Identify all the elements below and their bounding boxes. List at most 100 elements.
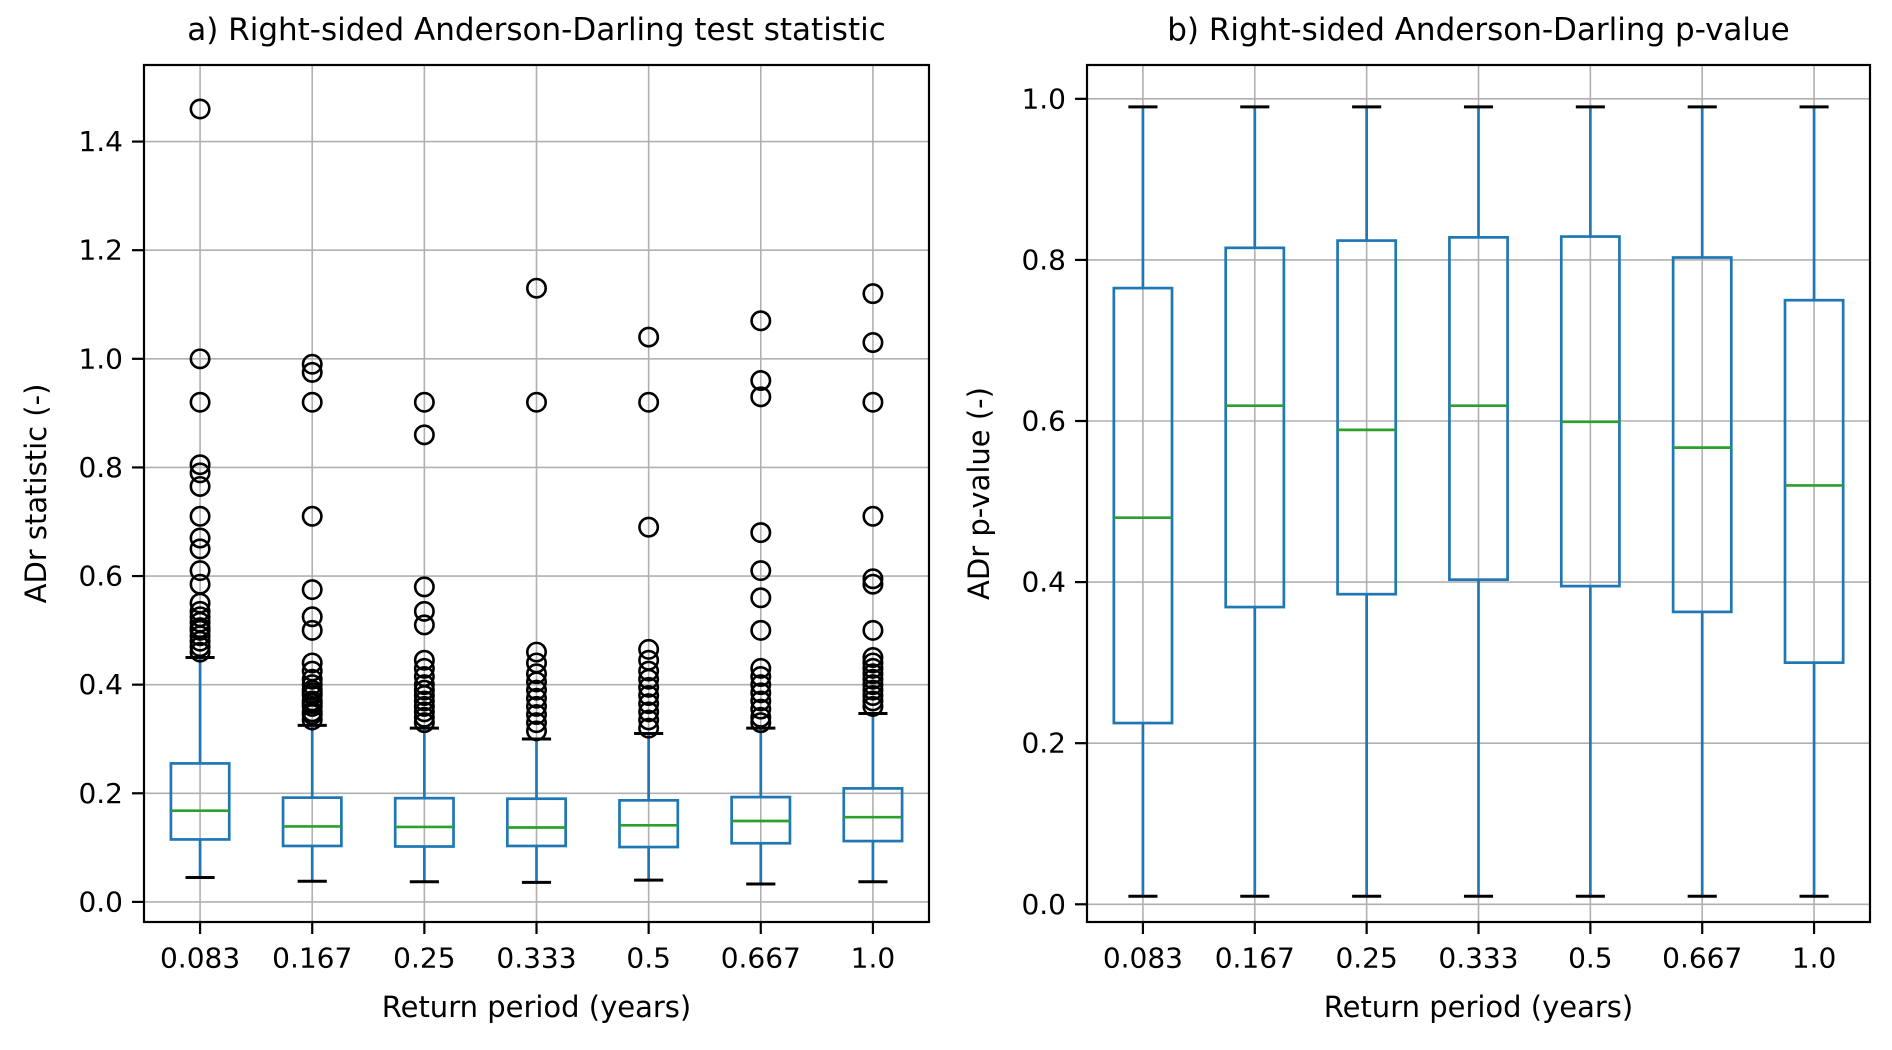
x-axis-label: Return period (years): [1324, 990, 1633, 1024]
iqr-box: [1448, 236, 1509, 582]
outlier-point: [750, 587, 772, 609]
x-tick-label: 0.167: [1215, 942, 1295, 975]
outlier-point: [413, 712, 435, 734]
iqr-box: [842, 787, 904, 843]
outlier-point: [638, 638, 660, 660]
outlier-point: [750, 657, 772, 679]
iqr-box: [169, 762, 231, 841]
outlier-point: [189, 641, 211, 663]
outlier-point: [750, 310, 772, 332]
iqr-box: [1224, 246, 1286, 609]
outlier-point: [301, 668, 323, 690]
y-tick-label: 1.0: [78, 342, 123, 375]
x-tick-label: 0.5: [1568, 942, 1613, 975]
y-axis-label: ADr statistic (-): [19, 384, 53, 604]
outlier-point: [525, 391, 547, 413]
outlier-point: [525, 641, 547, 663]
outlier-point: [189, 630, 211, 652]
y-tick-label: 0.8: [78, 451, 123, 484]
outlier-point: [301, 505, 323, 527]
outlier-point: [862, 679, 884, 701]
chart-ad-pvalue: 0.0 0.2 0.4 0.6 0.8 1.0 0.083 0.167 0.25 0.333 0.5…: [962, 12, 1872, 1024]
outlier-point: [750, 619, 772, 641]
outlier-point: [301, 619, 323, 641]
y-tick-label: 0.0: [1021, 888, 1066, 921]
outlier-point: [301, 353, 323, 375]
outlier-point: [189, 505, 211, 527]
y-tick-label: 0.4: [1021, 566, 1066, 599]
outlier-point: [862, 647, 884, 669]
outlier-point: [413, 706, 435, 728]
outlier-point: [189, 636, 211, 658]
x-tick-label: 0.167: [272, 942, 352, 975]
outlier-point: [750, 706, 772, 728]
iqr-box: [1783, 298, 1845, 664]
outlier-point: [638, 676, 660, 698]
outlier-point: [750, 370, 772, 392]
outlier-point: [638, 709, 660, 731]
outlier-point: [301, 606, 323, 628]
outlier-point: [413, 600, 435, 622]
outlier-point: [750, 698, 772, 720]
y-tick-label: 0.2: [1021, 727, 1066, 760]
x-tick-label: 0.333: [1438, 942, 1518, 975]
outlier-point: [189, 475, 211, 497]
outlier-point: [750, 712, 772, 734]
outlier-point: [638, 685, 660, 707]
outlier-point: [413, 424, 435, 446]
iqr-box: [1336, 239, 1398, 596]
outlier-point: [189, 619, 211, 641]
y-tick-label: 0.2: [78, 777, 123, 810]
outlier-point: [189, 538, 211, 560]
outlier-point: [189, 348, 211, 370]
outlier-point: [750, 666, 772, 688]
outlier-point: [413, 657, 435, 679]
outlier-point: [638, 326, 660, 348]
outlier-point: [301, 704, 323, 726]
outlier-point: [862, 391, 884, 413]
outlier-point: [525, 695, 547, 717]
outlier-point: [862, 332, 884, 354]
outlier-point: [525, 671, 547, 693]
x-tick-label: 0.5: [626, 942, 671, 975]
outlier-point: [638, 391, 660, 413]
outlier-point: [525, 277, 547, 299]
outlier-point: [301, 391, 323, 413]
outlier-point: [413, 576, 435, 598]
outlier-point: [189, 625, 211, 647]
outlier-point: [301, 361, 323, 383]
iqr-box: [1671, 256, 1733, 614]
y-tick-label: 1.4: [78, 125, 123, 158]
outlier-point: [413, 690, 435, 712]
outlier-point: [525, 663, 547, 685]
outlier-point: [862, 695, 884, 717]
outlier-point: [413, 695, 435, 717]
outlier-point: [301, 695, 323, 717]
outlier-point: [862, 619, 884, 641]
outlier-point: [413, 679, 435, 701]
outlier-point: [750, 674, 772, 696]
x-tick-label: 0.083: [160, 942, 240, 975]
outlier-point: [862, 690, 884, 712]
outlier-point: [862, 657, 884, 679]
y-axis-label: ADr p-value (-): [962, 387, 996, 600]
outlier-point: [750, 682, 772, 704]
outlier-point: [189, 560, 211, 582]
y-tick-label: 0.8: [1021, 243, 1066, 276]
outlier-point: [862, 663, 884, 685]
chart-title: b) Right-sided Anderson-Darling p-value: [1167, 12, 1790, 48]
outlier-point: [525, 679, 547, 701]
outlier-point: [638, 668, 660, 690]
outlier-point: [638, 717, 660, 739]
iqr-box: [505, 797, 568, 848]
outlier-point: [301, 652, 323, 674]
x-tick-label: 1.0: [1792, 942, 1837, 975]
outlier-point: [525, 720, 547, 742]
outlier-point: [638, 701, 660, 723]
outlier-point: [862, 568, 884, 590]
y-tick-label: 1.0: [1021, 82, 1066, 115]
x-axis-label: Return period (years): [382, 990, 691, 1024]
outlier-point: [638, 693, 660, 715]
